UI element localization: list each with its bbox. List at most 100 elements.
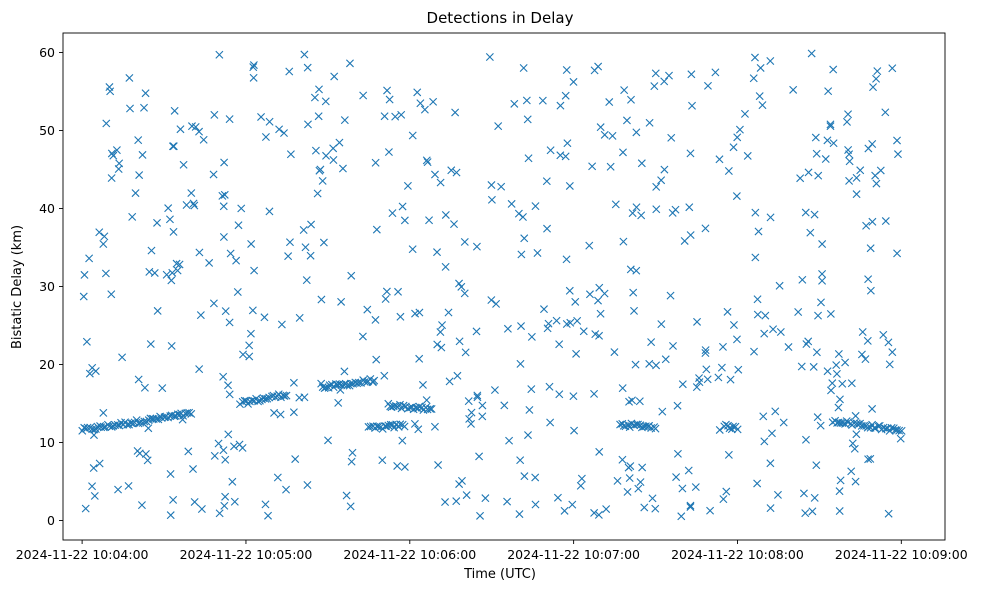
data-point xyxy=(393,461,402,470)
data-point xyxy=(214,439,223,448)
data-point xyxy=(322,151,331,160)
x-tick-label: 2024-11-22 10:05:00 xyxy=(180,547,313,562)
data-point xyxy=(490,386,499,395)
data-point xyxy=(635,397,644,406)
data-point xyxy=(611,200,620,209)
data-point xyxy=(430,422,439,431)
data-point xyxy=(88,425,97,434)
data-point xyxy=(863,423,872,432)
data-point xyxy=(358,332,367,341)
data-point xyxy=(205,258,214,267)
data-point xyxy=(818,276,827,285)
y-tick-label: 40 xyxy=(39,201,55,216)
data-point xyxy=(102,119,111,128)
data-point xyxy=(685,203,694,212)
data-point xyxy=(444,308,453,317)
data-point xyxy=(809,362,818,371)
data-point xyxy=(427,405,436,414)
y-tick-label: 50 xyxy=(39,123,55,138)
data-point xyxy=(225,390,234,399)
data-point xyxy=(749,74,758,83)
data-point xyxy=(464,397,473,406)
data-point xyxy=(523,115,532,124)
data-point xyxy=(527,385,536,394)
data-point xyxy=(848,439,857,448)
data-point xyxy=(462,491,471,500)
data-point xyxy=(864,455,873,464)
data-point xyxy=(195,248,204,257)
data-point xyxy=(430,170,439,179)
data-point xyxy=(81,504,90,513)
data-point xyxy=(247,239,256,248)
data-point xyxy=(346,502,355,511)
data-point xyxy=(857,350,866,359)
data-point xyxy=(413,88,422,97)
data-point xyxy=(668,341,677,350)
data-point xyxy=(400,422,409,431)
data-point xyxy=(318,176,327,185)
data-point xyxy=(729,321,738,330)
data-point xyxy=(715,425,724,434)
data-point xyxy=(95,228,104,237)
data-point xyxy=(173,266,182,275)
data-point xyxy=(847,467,856,476)
data-point xyxy=(827,386,835,395)
data-point xyxy=(348,448,357,457)
data-point xyxy=(677,512,686,521)
data-point xyxy=(608,131,617,140)
data-point xyxy=(667,133,676,142)
data-point xyxy=(221,307,230,316)
data-point xyxy=(600,130,609,139)
x-tick-label: 2024-11-22 10:09:00 xyxy=(835,547,968,562)
data-point xyxy=(452,168,461,177)
data-point xyxy=(282,391,291,400)
data-point xyxy=(651,504,660,513)
data-point xyxy=(602,505,611,514)
data-point xyxy=(755,92,764,101)
data-point xyxy=(531,202,540,211)
data-point xyxy=(399,401,408,410)
data-point xyxy=(872,74,881,83)
data-point xyxy=(666,291,675,300)
data-point xyxy=(684,466,693,475)
data-point xyxy=(729,143,738,152)
data-point xyxy=(571,297,580,306)
data-point xyxy=(858,327,867,336)
data-point xyxy=(461,348,470,357)
data-point xyxy=(315,85,323,94)
data-point xyxy=(500,401,509,410)
data-point xyxy=(280,391,289,400)
data-point xyxy=(706,506,715,515)
data-point xyxy=(718,342,727,351)
data-point xyxy=(447,166,456,175)
data-point xyxy=(416,99,425,108)
data-point xyxy=(114,164,123,173)
data-point xyxy=(645,118,654,127)
x-tick-label: 2024-11-22 10:07:00 xyxy=(507,547,640,562)
data-point xyxy=(525,405,534,414)
data-point xyxy=(801,509,810,518)
data-point xyxy=(657,176,666,185)
data-point xyxy=(595,447,604,456)
y-tick-label: 0 xyxy=(47,513,55,528)
data-point xyxy=(303,481,312,489)
data-point xyxy=(400,462,409,471)
data-point xyxy=(546,418,555,427)
data-point xyxy=(766,504,775,513)
data-point xyxy=(441,498,450,507)
data-point xyxy=(141,89,150,98)
data-point xyxy=(628,396,636,405)
data-point xyxy=(799,489,808,498)
data-point xyxy=(189,465,197,474)
data-point xyxy=(284,252,293,261)
data-point xyxy=(829,65,838,74)
data-point xyxy=(627,95,635,104)
data-point xyxy=(632,128,641,137)
data-point xyxy=(128,212,137,221)
data-point xyxy=(118,353,127,362)
data-point xyxy=(135,171,144,180)
data-point xyxy=(657,320,666,329)
data-point xyxy=(295,393,304,402)
x-tick-label: 2024-11-22 10:06:00 xyxy=(343,547,476,562)
data-point xyxy=(261,500,270,509)
